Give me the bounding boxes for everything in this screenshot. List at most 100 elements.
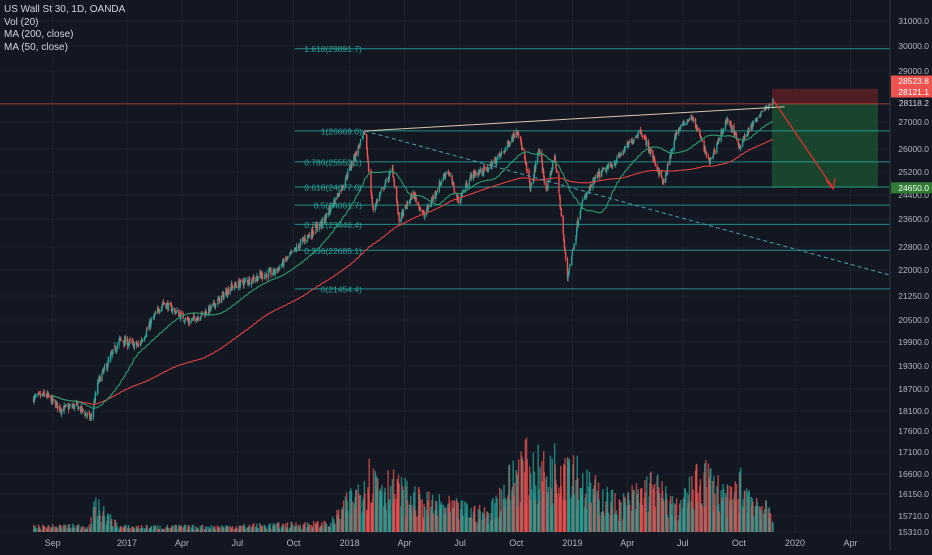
volume-bar: [428, 491, 430, 532]
candle-body: [449, 175, 452, 176]
candle-body: [756, 117, 758, 122]
candle-body: [573, 243, 575, 249]
price-tick-label: 31000.0: [898, 16, 929, 26]
candle-body: [114, 346, 117, 352]
volume-bar: [312, 521, 315, 532]
candle-body: [250, 283, 253, 285]
candle-body: [291, 250, 294, 252]
candle-body: [635, 137, 638, 139]
moving-average-layer: [50, 120, 774, 409]
candle-body: [537, 152, 539, 155]
candle-body: [209, 305, 211, 313]
volume-bar: [491, 500, 493, 532]
candle-body: [301, 237, 304, 242]
volume-bar: [261, 525, 264, 532]
candle-body: [464, 186, 467, 189]
candle-body: [35, 395, 37, 397]
volume-bar: [287, 528, 289, 532]
candle-body: [619, 155, 622, 157]
volume-bar: [163, 529, 165, 532]
legend-ma50[interactable]: MA (50, close): [4, 41, 68, 53]
candle-body: [486, 167, 488, 168]
candle-body: [346, 177, 348, 179]
volume-bar: [219, 527, 221, 532]
volume-bar: [524, 439, 527, 532]
volume-bar: [693, 509, 695, 532]
fib-level-label: 0.382(23446.4): [304, 220, 362, 230]
candle-body: [247, 280, 249, 284]
stop-loss-zone: [771, 88, 878, 104]
candle-body: [52, 398, 54, 401]
candle-body: [42, 391, 45, 396]
price-tick-label: 23600.0: [898, 214, 929, 224]
candle-body: [400, 212, 403, 219]
volume-bar: [588, 471, 591, 532]
candle-body: [216, 303, 218, 305]
candle-body: [564, 248, 566, 253]
candle-body: [432, 196, 434, 199]
candle-body: [212, 303, 214, 306]
candle-body: [214, 303, 217, 309]
legend-volume[interactable]: Vol (20): [4, 16, 39, 28]
candle-body: [453, 190, 456, 194]
candle-body: [136, 342, 138, 346]
candle-body: [101, 372, 103, 382]
candle-body: [199, 317, 201, 321]
price-badge-label: 28523.8: [898, 76, 929, 86]
volume-layer: [32, 437, 774, 532]
candle-body: [530, 187, 532, 190]
candle-body: [697, 127, 699, 131]
candle-body: [404, 206, 406, 209]
time-tick-label: 2018: [340, 538, 360, 548]
candle-body: [37, 393, 39, 396]
volume-bar: [688, 476, 691, 532]
candle-body: [709, 159, 711, 164]
candle-body: [287, 256, 289, 258]
volume-bar: [696, 463, 698, 532]
candle-body: [63, 405, 65, 411]
volume-bar: [278, 528, 281, 532]
candle-body: [98, 376, 100, 382]
volume-bar: [129, 528, 131, 532]
time-axis: Sep 2017 Apr Jul Oct 2018 Apr Jul Oct 2019 Apr Jul O…: [45, 538, 858, 548]
candle-body: [90, 416, 92, 418]
volume-bar: [486, 511, 489, 532]
candle-body: [512, 133, 514, 141]
price-badge-last: [891, 86, 932, 98]
candle-body: [682, 122, 684, 126]
candle-body: [409, 200, 411, 203]
candle-body: [317, 229, 319, 230]
candle-body: [328, 207, 331, 212]
candle-body: [153, 315, 155, 318]
candle-body: [205, 311, 208, 314]
volume-bar: [560, 486, 563, 532]
candle-body: [615, 161, 617, 165]
candle-body: [406, 201, 408, 210]
candle-body: [397, 203, 399, 213]
candle-body: [453, 184, 455, 191]
legend-symbol[interactable]: US Wall St 30, 1D, OANDA: [4, 4, 126, 15]
candle-body: [336, 198, 338, 199]
candle-body: [325, 212, 328, 218]
candle-body: [438, 181, 441, 192]
candle-body: [541, 162, 544, 172]
time-tick-label: Apr: [398, 538, 412, 548]
price-tick-label: 19900.0: [898, 337, 929, 347]
legend-ma200[interactable]: MA (200, close): [4, 29, 74, 40]
volume-bar: [603, 515, 605, 532]
candle-body: [184, 320, 186, 322]
candle-body: [550, 169, 553, 174]
volume-bar: [500, 489, 503, 532]
candle-body: [632, 140, 635, 142]
volume-bar: [402, 490, 405, 532]
volume-bar: [308, 524, 311, 532]
candle-body: [285, 260, 287, 261]
volume-bar: [508, 464, 511, 532]
candle-body: [82, 409, 84, 412]
candle-body: [272, 273, 274, 275]
candle-body: [210, 305, 212, 309]
volume-bar: [184, 524, 187, 532]
candle-body: [189, 320, 191, 324]
